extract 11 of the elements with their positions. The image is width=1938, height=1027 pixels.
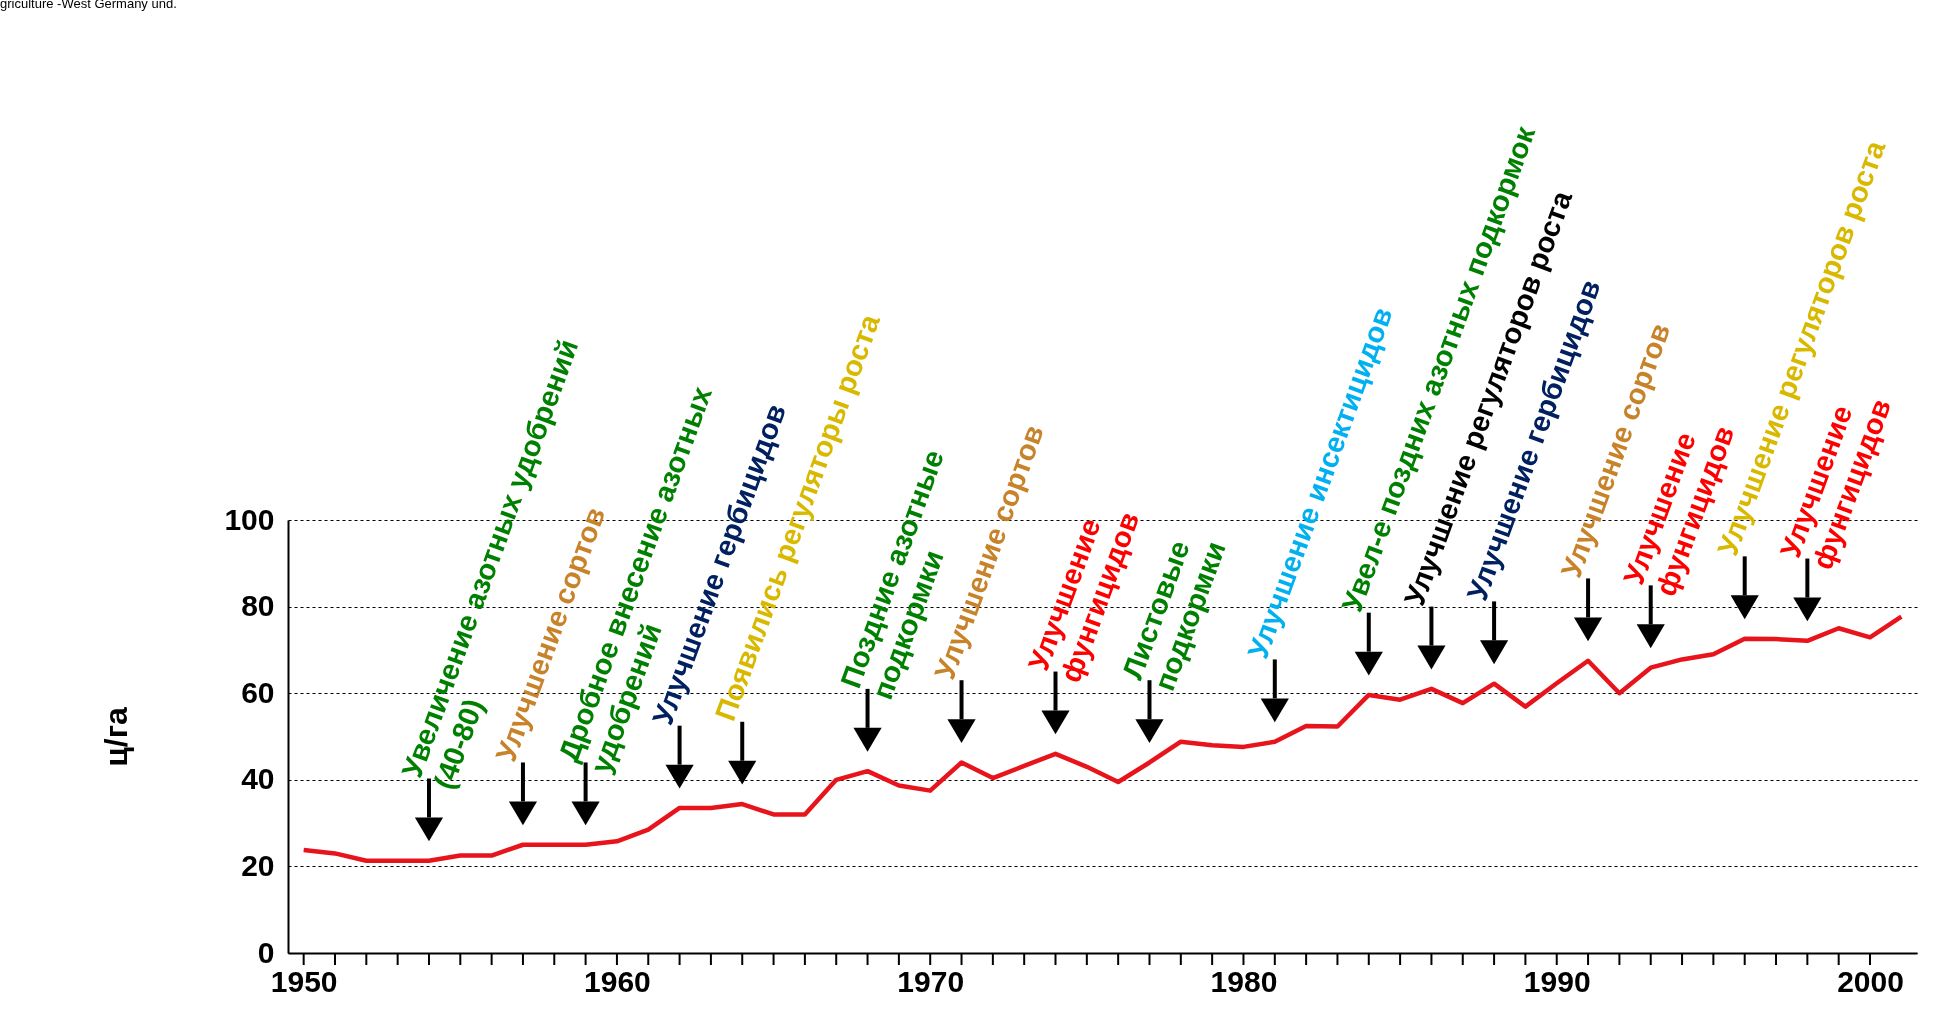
x-tick-label: 1970 [897,964,965,998]
y-tick-label: 80 [241,589,275,623]
y-tick-label: 40 [241,762,275,796]
y-tick-label: 60 [241,675,275,709]
y-tick-label: 20 [241,848,275,882]
y-axis-title: ц/га [98,706,135,767]
x-tick-label: 1980 [1210,964,1278,998]
y-tick-label: 100 [224,502,275,536]
x-tick-label: 1960 [584,964,651,998]
x-tick-label: 2000 [1837,964,1904,998]
x-tick-label: 1990 [1523,964,1591,998]
